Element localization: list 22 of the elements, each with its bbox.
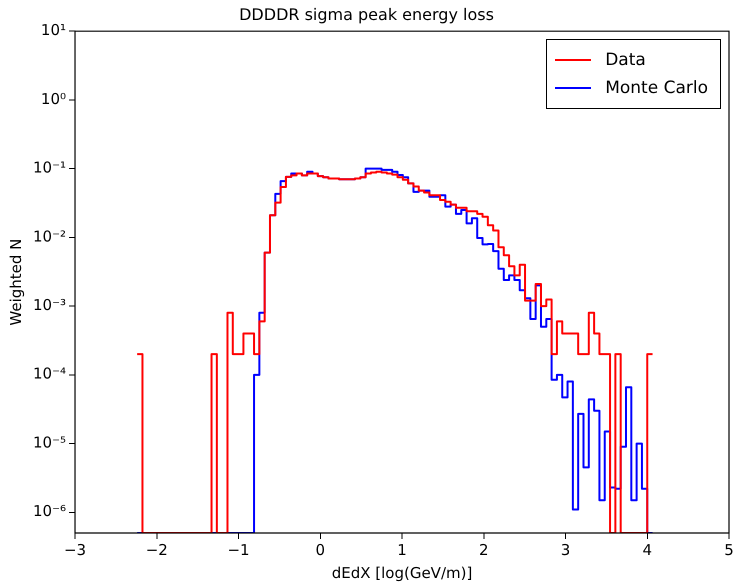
x-tick-label: 1	[397, 540, 407, 559]
y-tick-label: 10⁻³	[32, 296, 66, 314]
y-tick-label: 10⁻⁵	[32, 433, 66, 452]
y-tick-label: 10⁻⁶	[32, 502, 66, 520]
y-axis-title: Weighted N	[6, 238, 25, 326]
x-axis-title: dEdX [log(GeV/m)]	[332, 564, 472, 582]
legend-label: Data	[605, 50, 646, 70]
x-tick-label: −1	[227, 540, 250, 559]
x-tick-label: 0	[315, 540, 326, 559]
x-tick-label: 2	[478, 540, 489, 559]
y-tick-label: 10⁻¹	[32, 158, 66, 177]
y-tick-label: 10⁰	[40, 90, 66, 108]
legend-label: Monte Carlo	[605, 78, 708, 98]
chart-title: DDDDR sigma peak energy loss	[239, 4, 494, 24]
y-tick-label: 10⁻²	[32, 227, 66, 246]
y-tick-label: 10⁻⁴	[32, 364, 66, 383]
x-tick-label: −3	[64, 540, 86, 559]
x-tick-label: 4	[642, 540, 652, 559]
x-tick-label: −2	[146, 540, 168, 559]
x-tick-label: 5	[724, 540, 734, 559]
x-tick-label: 3	[560, 540, 570, 559]
y-tick-label: 10¹	[40, 21, 66, 40]
